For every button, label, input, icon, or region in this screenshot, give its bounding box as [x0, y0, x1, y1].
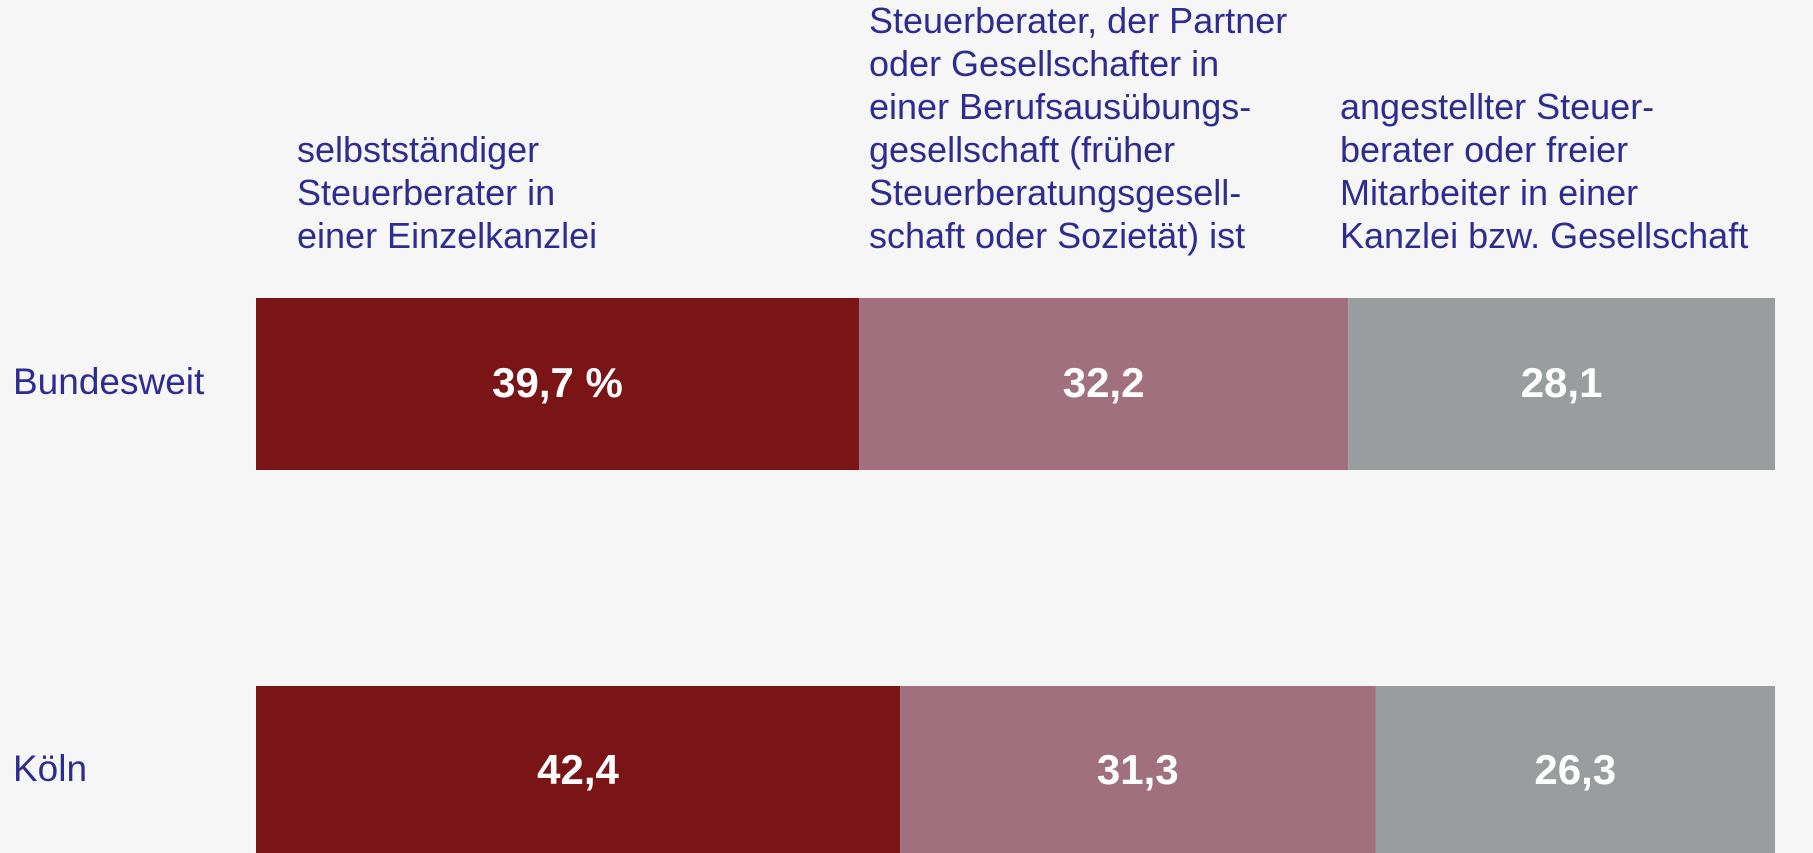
value-label: 39,7 % — [492, 359, 623, 406]
bar-segment — [1348, 298, 1775, 470]
legend-header: Steuerberater, der Partner oder Gesellsc… — [869, 0, 1288, 256]
bar-segment — [859, 298, 1349, 470]
value-label: 28,1 — [1521, 359, 1603, 406]
bar-segment — [256, 298, 860, 470]
legend-header: angestellter Steuer- berater oder freier… — [1340, 86, 1749, 256]
category-label: Bundesweit — [13, 361, 205, 402]
value-label: 42,4 — [537, 746, 619, 793]
category-label: Köln — [13, 748, 87, 789]
value-label: 26,3 — [1534, 746, 1616, 793]
bar-segment — [256, 686, 901, 853]
value-label: 31,3 — [1097, 746, 1179, 793]
value-label: 32,2 — [1063, 359, 1145, 406]
bar-segment — [1375, 686, 1775, 853]
bar-segment — [900, 686, 1376, 853]
legend-header: selbstständiger Steuerberater in einer E… — [297, 129, 598, 256]
